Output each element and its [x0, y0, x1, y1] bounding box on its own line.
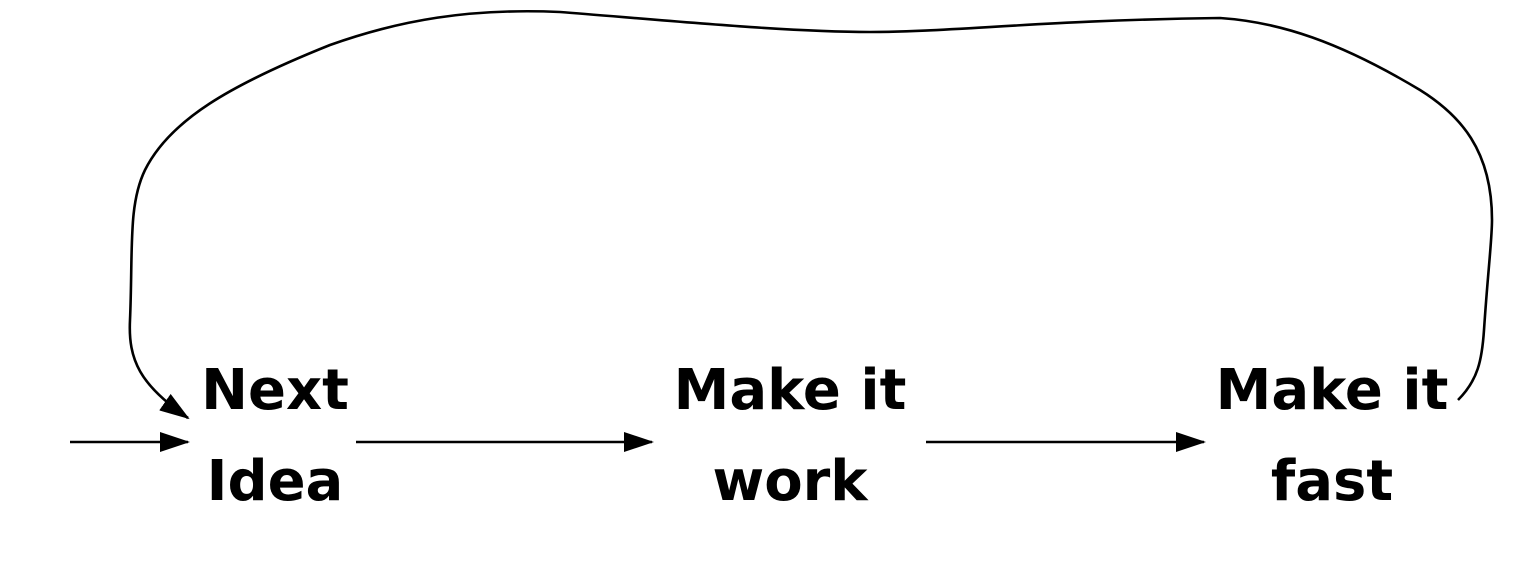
node-make-it-work: Make it work	[674, 358, 907, 514]
node-label-line: Make it	[1216, 358, 1449, 423]
node-label-line: Next	[201, 358, 349, 423]
feedback-loop-arrow	[128, 9, 1494, 420]
node-label-line: work	[712, 449, 869, 514]
node-label-line: fast	[1271, 449, 1393, 514]
node-label-line: Idea	[207, 449, 344, 514]
node-label-line: Make it	[674, 358, 907, 423]
node-next-idea: Next Idea	[201, 358, 349, 514]
node-make-it-fast: Make it fast	[1216, 358, 1449, 514]
